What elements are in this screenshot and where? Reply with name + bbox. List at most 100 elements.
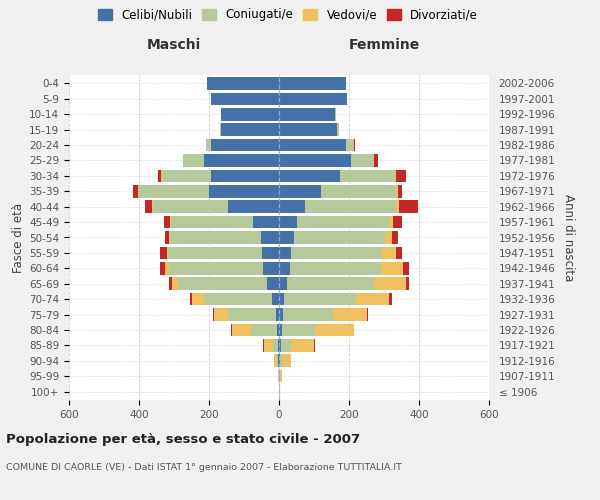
Bar (220, 124, 221, 136)
Bar (279, 278, 287, 290)
Bar (279, 139, 346, 151)
Bar (373, 154, 374, 167)
Bar (335, 108, 336, 120)
Bar (262, 246, 279, 259)
Text: COMUNE DI CAORLE (VE) - Dati ISTAT 1° gennaio 2007 - Elaborazione TUTTITALIA.IT: COMUNE DI CAORLE (VE) - Dati ISTAT 1° ge… (6, 462, 402, 471)
Bar (279, 246, 291, 259)
Text: Femmine: Femmine (349, 38, 419, 52)
Bar (284, 293, 356, 306)
Bar (282, 324, 315, 336)
Bar (280, 370, 282, 382)
Bar (279, 154, 351, 167)
Bar (152, 200, 153, 213)
Bar (281, 339, 291, 351)
Bar (211, 170, 279, 182)
Bar (160, 262, 165, 274)
Bar (170, 231, 261, 244)
Bar (162, 170, 211, 182)
Y-axis label: Fasce di età: Fasce di età (12, 202, 25, 272)
Bar (221, 108, 279, 120)
Bar (190, 293, 191, 306)
Bar (374, 278, 406, 290)
Bar (333, 308, 367, 321)
Bar (172, 278, 178, 290)
Bar (291, 339, 314, 351)
Bar (261, 231, 279, 244)
Bar (283, 354, 290, 367)
Bar (274, 354, 277, 367)
Bar (279, 216, 296, 228)
Bar (211, 139, 279, 151)
Bar (380, 262, 403, 274)
Bar (133, 185, 139, 198)
Bar (280, 354, 283, 367)
Bar (290, 262, 380, 274)
Bar (161, 170, 162, 182)
Bar (337, 124, 338, 136)
Bar (204, 154, 279, 167)
Bar (278, 339, 279, 351)
Bar (279, 324, 282, 336)
Bar (169, 278, 172, 290)
Bar (191, 293, 204, 306)
Bar (353, 324, 354, 336)
Bar (283, 308, 333, 321)
Bar (277, 324, 279, 336)
Bar (263, 339, 264, 351)
Bar (170, 216, 253, 228)
Bar (251, 324, 277, 336)
Bar (205, 139, 211, 151)
Bar (279, 124, 337, 136)
Bar (406, 278, 409, 290)
Bar (279, 92, 347, 105)
Bar (209, 185, 279, 198)
Bar (395, 246, 402, 259)
Bar (169, 246, 262, 259)
Bar (169, 231, 170, 244)
Bar (214, 308, 228, 321)
Bar (272, 339, 278, 351)
Bar (294, 231, 385, 244)
Bar (287, 278, 374, 290)
Bar (305, 200, 396, 213)
Bar (346, 139, 354, 151)
Bar (389, 293, 392, 306)
Bar (351, 154, 373, 167)
Text: Popolazione per età, sesso e stato civile - 2007: Popolazione per età, sesso e stato civil… (6, 432, 360, 446)
Bar (354, 139, 355, 151)
Bar (395, 170, 396, 182)
Bar (145, 200, 152, 213)
Bar (398, 185, 402, 198)
Bar (212, 308, 214, 321)
Bar (204, 293, 272, 306)
Bar (279, 108, 335, 120)
Bar (153, 200, 228, 213)
Bar (183, 154, 204, 167)
Bar (356, 293, 389, 306)
Bar (389, 216, 393, 228)
Bar (228, 200, 279, 213)
Bar (396, 170, 406, 182)
Bar (367, 308, 368, 321)
Bar (385, 231, 392, 244)
Bar (158, 170, 161, 182)
Legend: Celibi/Nubili, Coniugati/e, Vedovi/e, Divorziati/e: Celibi/Nubili, Coniugati/e, Vedovi/e, Di… (98, 8, 478, 22)
Bar (279, 170, 340, 182)
Bar (169, 262, 263, 274)
Bar (340, 170, 395, 182)
Bar (279, 262, 290, 274)
Bar (231, 324, 232, 336)
Bar (178, 278, 267, 290)
Bar (315, 324, 353, 336)
Bar (382, 246, 395, 259)
Bar (296, 216, 389, 228)
Bar (139, 185, 209, 198)
Bar (403, 262, 409, 274)
Bar (165, 262, 169, 274)
Bar (279, 77, 346, 90)
Bar (396, 185, 398, 198)
Bar (278, 354, 279, 367)
Bar (279, 339, 281, 351)
Bar (163, 216, 170, 228)
Bar (279, 200, 305, 213)
